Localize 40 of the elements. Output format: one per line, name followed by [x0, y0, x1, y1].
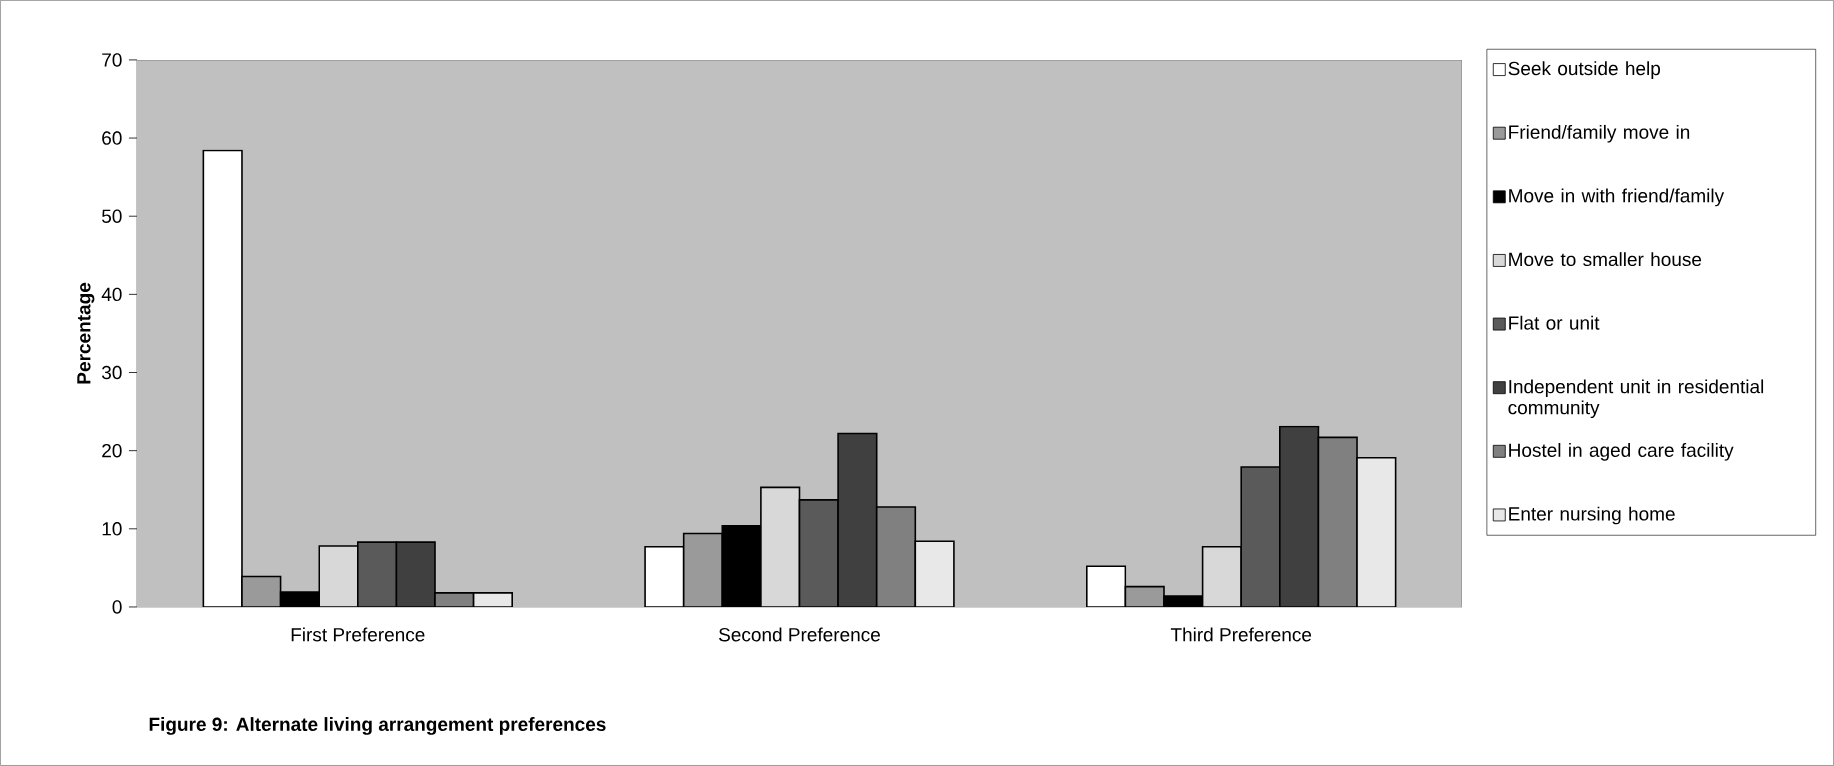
bar — [1356, 456, 1397, 608]
bar — [644, 546, 685, 608]
bar — [914, 540, 955, 608]
x-tick-label: Second Preference — [719, 627, 880, 642]
x-tick-label: Third Preference — [1170, 627, 1312, 642]
bar — [356, 541, 398, 608]
legend-label: Hostel in aged care facility — [1509, 443, 1734, 461]
y-tick-label: 40 — [101, 287, 122, 302]
legend-label: Move in with friend/family — [1509, 188, 1725, 207]
x-tick-label: First Preference — [291, 627, 425, 642]
bar — [837, 432, 878, 608]
legend-label: Move to smaller house — [1509, 252, 1702, 267]
text: Figure 9: Alternate living arrangement preferences — [149, 717, 606, 735]
y-tick-label: 20 — [102, 443, 122, 458]
bar — [1240, 466, 1281, 608]
y-tick-label: 30 — [101, 365, 122, 380]
y-tick-label: 10 — [102, 522, 122, 536]
legend-label: Friend/family move in — [1509, 124, 1690, 143]
bar — [1317, 436, 1358, 608]
bar — [395, 541, 436, 608]
bar — [875, 506, 917, 608]
bar — [318, 545, 359, 608]
legend-label: Independent unit in residential community — [1508, 379, 1764, 419]
bar — [760, 486, 801, 608]
bar — [798, 499, 839, 608]
y-tick-label: 70 — [102, 53, 122, 67]
legend-label: Enter nursing home — [1509, 506, 1675, 525]
bar — [241, 575, 282, 608]
legend-label: Seek outside help — [1508, 61, 1661, 80]
y-axis-title: Percentage — [77, 282, 95, 384]
y-tick-label: 50 — [102, 209, 122, 223]
bar — [1279, 425, 1320, 608]
legend-label: Flat or unit — [1509, 315, 1600, 330]
bar — [682, 532, 724, 608]
y-tick-label: 60 — [102, 131, 122, 145]
bar — [202, 149, 243, 608]
bar — [1085, 565, 1127, 608]
bar — [1201, 546, 1243, 608]
y-tick-label: 0 — [112, 600, 122, 614]
bar — [1124, 585, 1165, 608]
